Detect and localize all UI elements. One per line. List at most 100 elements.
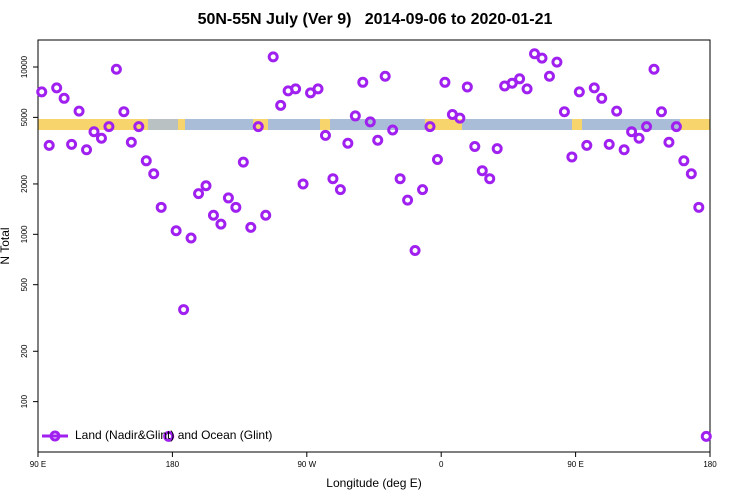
data-point	[670, 121, 682, 133]
data-point	[125, 136, 137, 148]
data-point	[700, 430, 712, 442]
data-point	[81, 144, 93, 156]
x-axis-label: Longitude (deg E)	[326, 476, 421, 490]
band-ocean	[185, 119, 253, 130]
data-point	[663, 136, 675, 148]
y-axis-label: N Total	[0, 227, 12, 264]
legend-marker	[49, 430, 61, 442]
data-point	[431, 153, 443, 165]
band-ocean	[330, 119, 425, 130]
data-point	[237, 156, 249, 168]
data-point	[491, 143, 503, 155]
y-tick-label: 10000	[20, 55, 29, 78]
data-point	[484, 173, 496, 185]
y-tick-label: 2000	[20, 174, 29, 192]
data-point	[424, 121, 436, 133]
data-point	[364, 116, 376, 128]
data-point	[275, 99, 287, 111]
data-point	[603, 138, 615, 150]
data-point	[260, 209, 272, 221]
data-point	[334, 184, 346, 196]
data-point	[618, 144, 630, 156]
x-tick-label: 90 E	[30, 460, 46, 469]
data-point	[297, 178, 309, 190]
data-point	[573, 86, 585, 98]
data-point	[43, 139, 55, 151]
data-point	[402, 194, 414, 206]
data-point	[648, 63, 660, 75]
data-point	[327, 173, 339, 185]
data-point	[551, 56, 563, 68]
band-ocean	[148, 119, 178, 130]
data-point	[66, 138, 78, 150]
y-tick-label: 5000	[20, 108, 29, 126]
data-point	[163, 430, 175, 442]
data-point	[51, 82, 63, 94]
data-point	[148, 168, 160, 180]
data-point	[626, 126, 638, 138]
data-point	[36, 86, 48, 98]
band-ocean	[582, 119, 680, 130]
data-point	[133, 121, 145, 133]
data-point	[349, 110, 361, 122]
x-tick-label: 0	[439, 460, 444, 469]
data-point	[387, 124, 399, 136]
data-point	[73, 105, 85, 117]
chart-title: 50N-55N July (Ver 9) 2014-09-06 to 2020-…	[198, 11, 553, 28]
data-point	[342, 137, 354, 149]
data-point	[207, 209, 219, 221]
data-point	[215, 218, 227, 230]
data-point	[185, 232, 197, 244]
legend-label: Land (Nadir&Glint) and Ocean (Glint)	[75, 428, 272, 442]
data-point	[558, 106, 570, 118]
data-point	[476, 165, 488, 177]
data-point	[543, 70, 555, 82]
data-point	[611, 105, 623, 117]
data-point	[222, 192, 234, 204]
data-point	[88, 126, 100, 138]
data-point	[140, 155, 152, 167]
data-point	[200, 180, 212, 192]
data-point	[536, 52, 548, 64]
data-point	[439, 76, 451, 88]
data-point	[95, 132, 107, 144]
data-point	[678, 155, 690, 167]
y-tick-label: 500	[20, 277, 29, 291]
data-point	[230, 201, 242, 213]
data-point	[252, 121, 264, 133]
data-point	[312, 83, 324, 95]
data-point	[521, 83, 533, 95]
data-point	[103, 121, 115, 133]
data-point	[118, 106, 130, 118]
data-point	[319, 129, 331, 141]
data-point	[655, 106, 667, 118]
band-ocean	[268, 119, 320, 130]
band-ocean	[462, 119, 572, 130]
data-point	[596, 92, 608, 104]
data-point	[379, 70, 391, 82]
x-tick-label: 180	[703, 460, 717, 469]
data-point	[170, 225, 182, 237]
data-point	[566, 151, 578, 163]
x-tick-label: 180	[166, 460, 180, 469]
plot-frame	[37, 39, 711, 453]
data-point	[633, 132, 645, 144]
data-point	[454, 112, 466, 124]
data-point	[290, 83, 302, 95]
data-point	[588, 82, 600, 94]
data-point	[178, 304, 190, 316]
data-point	[409, 245, 421, 257]
data-point	[267, 51, 279, 63]
data-point	[506, 77, 518, 89]
data-point	[529, 48, 541, 60]
data-point	[417, 184, 429, 196]
data-point	[514, 73, 526, 85]
data-point	[58, 92, 70, 104]
x-tick-label: 90 E	[567, 460, 583, 469]
data-point	[461, 81, 473, 93]
data-point	[693, 201, 705, 213]
data-point	[372, 134, 384, 146]
data-point	[394, 173, 406, 185]
data-point	[155, 201, 167, 213]
